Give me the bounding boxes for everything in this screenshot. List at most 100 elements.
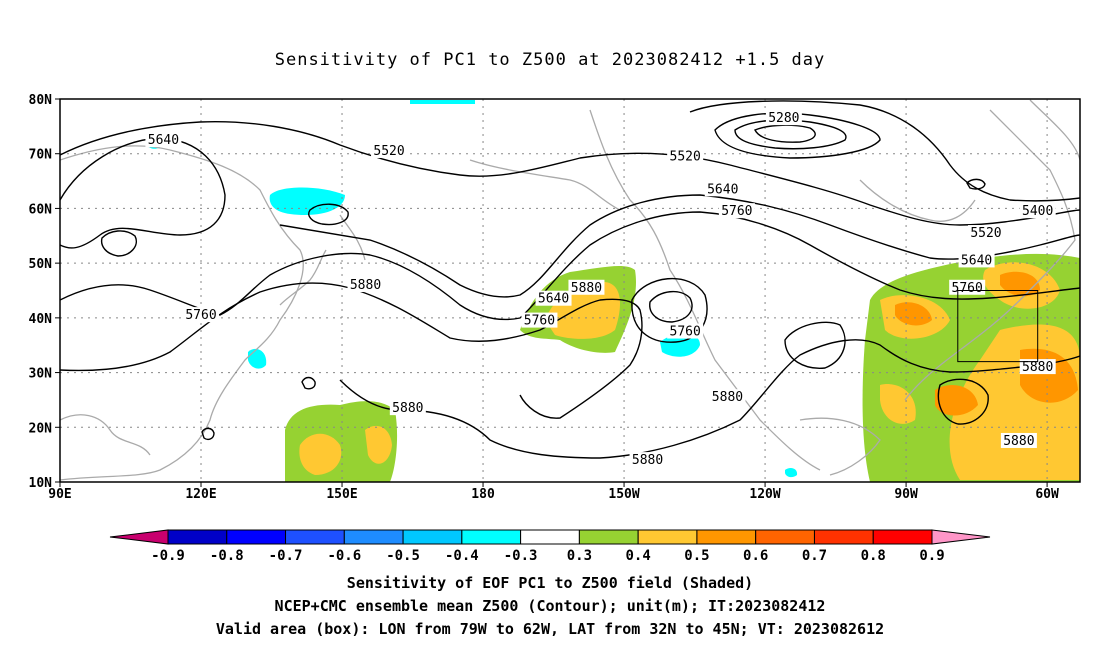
contour-5760-high-2 (631, 277, 708, 343)
contour-label: 5760 (952, 281, 983, 296)
longitude-axis: 90E 120E 150E 180 150W 120W 90W 60W (48, 482, 1059, 502)
colorbar-swatch (226, 529, 287, 545)
contour-label-bg (389, 400, 426, 416)
lon-tick-label: 120E (185, 487, 216, 502)
lon-tick-label: 60W (1035, 487, 1059, 502)
coast-japan (279, 249, 327, 306)
contour-5880-closed-se (937, 378, 989, 425)
contour-label-bg (667, 148, 704, 164)
valid-area-box (957, 290, 1039, 363)
lat-tick-label: 40N (29, 312, 53, 327)
contour-label: 5640 (148, 133, 179, 148)
colorbar-swatch (343, 529, 404, 545)
contour-label: 5880 (1022, 360, 1053, 375)
contour-label-bg (709, 389, 746, 405)
contour-label: 5880 (571, 281, 602, 296)
gridlines (60, 99, 1080, 482)
coast-hudson (859, 179, 976, 222)
contour-label: 5520 (373, 144, 404, 159)
contour-label: 5520 (670, 149, 701, 164)
contour-5760-high (649, 291, 693, 323)
contour-small-ring-3 (966, 178, 986, 190)
contour-5400 (689, 100, 1080, 202)
shade-orange-atlantic-6 (935, 385, 978, 416)
colorbar: -0.9 -0.8 -0.7 -0.6 -0.5 -0.4 -0.3 0.3 0.4 0.5 0.6… (109, 529, 991, 564)
colorbar-min-arrow (109, 529, 169, 545)
lat-tick-label: 30N (29, 367, 53, 382)
contour-label: 5880 (350, 278, 381, 293)
contour-label: 5280 (768, 111, 799, 126)
contour-5880-south (339, 339, 1080, 459)
contour-label-bg (568, 279, 605, 295)
colorbar-swatch (578, 529, 639, 545)
contour-label-bg (718, 203, 755, 219)
colorbar-label: -0.3 (504, 548, 538, 564)
sensitivity-shading (148, 100, 1080, 482)
contour-label-bg (667, 323, 704, 339)
shade-negative-6 (785, 467, 798, 478)
contour-label: 5640 (538, 292, 569, 307)
coast-north-america-west (589, 109, 821, 471)
contour-label: 5760 (524, 314, 555, 329)
contour-label-bg (704, 181, 741, 197)
shade-negative-3 (410, 100, 475, 104)
contour-label: 5640 (707, 182, 738, 197)
lon-tick-label: 150W (608, 487, 639, 502)
lon-tick-label: 90W (894, 487, 918, 502)
lon-tick-label: 90E (48, 487, 71, 502)
contour-label-bg (1019, 359, 1056, 375)
contour-5760 (60, 211, 1080, 321)
contour-label: 5520 (970, 226, 1001, 241)
contour-label: 5760 (670, 325, 701, 340)
contour-label-bg (1019, 203, 1056, 219)
colorbar-label: 0.8 (861, 548, 886, 564)
plot-frame (59, 98, 1081, 483)
coast-asia (60, 145, 304, 481)
colorbar-swatch (167, 529, 228, 545)
caption-line-1: Sensitivity of EOF PC1 to Z500 field (Sh… (346, 574, 754, 592)
caption-line-2: NCEP+CMC ensemble mean Z500 (Contour); u… (274, 597, 826, 615)
shade-negative-4 (248, 348, 267, 369)
latitude-axis: 80N 70N 60N 50N 40N 30N 20N 10N (29, 93, 60, 491)
shade-red-atlantic (895, 302, 932, 326)
contour-label-bg (521, 312, 558, 328)
contour-small-ring-2 (201, 427, 215, 441)
contour-5880-closed-east (784, 321, 846, 369)
contour-5280-core (754, 124, 816, 143)
contour-label-bg (629, 452, 666, 468)
colorbar-swatch (461, 529, 522, 545)
contour-small-ring-1 (301, 376, 316, 390)
lat-tick-label: 50N (29, 257, 53, 272)
colorbar-swatch (637, 529, 698, 545)
colorbar-label: 0.7 (802, 548, 827, 564)
lon-tick-label: 180 (471, 487, 495, 502)
lon-tick-label: 120W (749, 487, 780, 502)
colorbar-swatch (402, 529, 463, 545)
contour-label: 5400 (1022, 204, 1053, 219)
colorbar-label: 0.5 (684, 548, 709, 564)
coast-north-america-east (904, 109, 1076, 401)
contour-label-bg (535, 290, 572, 306)
contour-label: 5640 (961, 253, 992, 268)
contour-label-bg (958, 252, 995, 268)
colorbar-swatch (520, 529, 580, 545)
map-title: Sensitivity of PC1 to Z500 at 2023082412… (274, 50, 826, 70)
colorbar-label: 0.4 (626, 548, 651, 564)
coast-gulf (799, 417, 881, 476)
contour-label: 5880 (712, 390, 743, 405)
contour-label: 5760 (721, 204, 752, 219)
contour-label-bg (145, 132, 182, 148)
colorbar-label: -0.6 (327, 548, 361, 564)
colorbar-label: 0.3 (567, 548, 592, 564)
coast-alaska (469, 159, 621, 211)
colorbar-label: -0.8 (210, 548, 244, 564)
shade-orange-wpac (299, 433, 342, 475)
colorbar-label: -0.7 (269, 548, 303, 564)
colorbar-swatch (872, 529, 933, 545)
lat-tick-label: 70N (29, 148, 53, 163)
lat-tick-label: 80N (29, 93, 53, 108)
caption-line-3: Valid area (box): LON from 79W to 62W, L… (215, 620, 885, 638)
shade-negative-2 (660, 333, 700, 357)
